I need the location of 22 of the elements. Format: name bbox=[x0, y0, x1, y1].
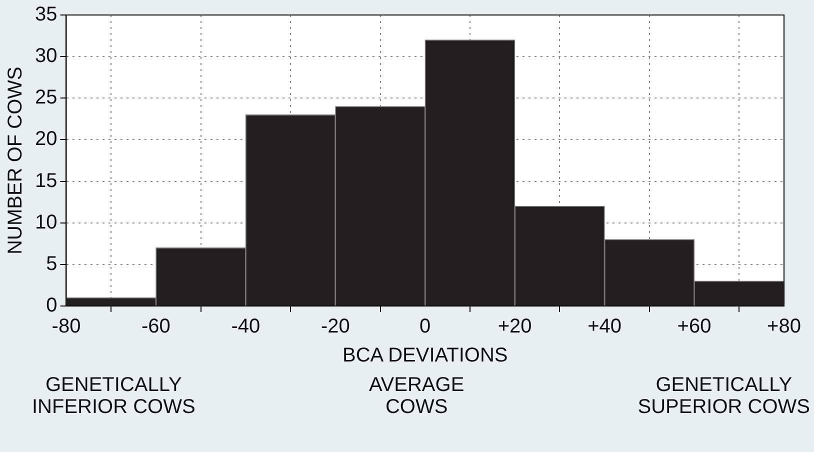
x-tick-label: +60 bbox=[677, 316, 712, 338]
x-tick-label: -20 bbox=[320, 316, 350, 338]
text: AVERAGE COWS bbox=[368, 374, 464, 418]
y-tick-label: 15 bbox=[34, 170, 58, 192]
x-tick-label: -40 bbox=[231, 316, 260, 338]
x-tick-label: -80 bbox=[52, 316, 81, 338]
y-axis-title: NUMBER OF COWS bbox=[4, 66, 27, 254]
text: GENETICALLY INFERIOR COWS bbox=[32, 374, 196, 418]
x-tick-label: -60 bbox=[142, 316, 170, 338]
x-axis-title: BCA DEVIATIONS bbox=[342, 344, 508, 367]
y-tick-label: 20 bbox=[34, 128, 58, 150]
y-tick-label: 25 bbox=[34, 86, 58, 109]
x-tick-label: 0 bbox=[420, 316, 431, 338]
y-tick-label: 5 bbox=[46, 252, 58, 275]
y-tick-label: 30 bbox=[34, 45, 58, 68]
y-tick-label: 35 bbox=[34, 4, 58, 26]
x-tick-label: +40 bbox=[588, 316, 622, 338]
y-tick-label: 0 bbox=[46, 294, 58, 317]
y-tick-label: 10 bbox=[34, 211, 58, 234]
x-tick-label: +20 bbox=[498, 316, 532, 338]
x-tick-label: +80 bbox=[767, 316, 801, 338]
text: GENETICALLY SUPERIOR COWS bbox=[638, 374, 810, 418]
